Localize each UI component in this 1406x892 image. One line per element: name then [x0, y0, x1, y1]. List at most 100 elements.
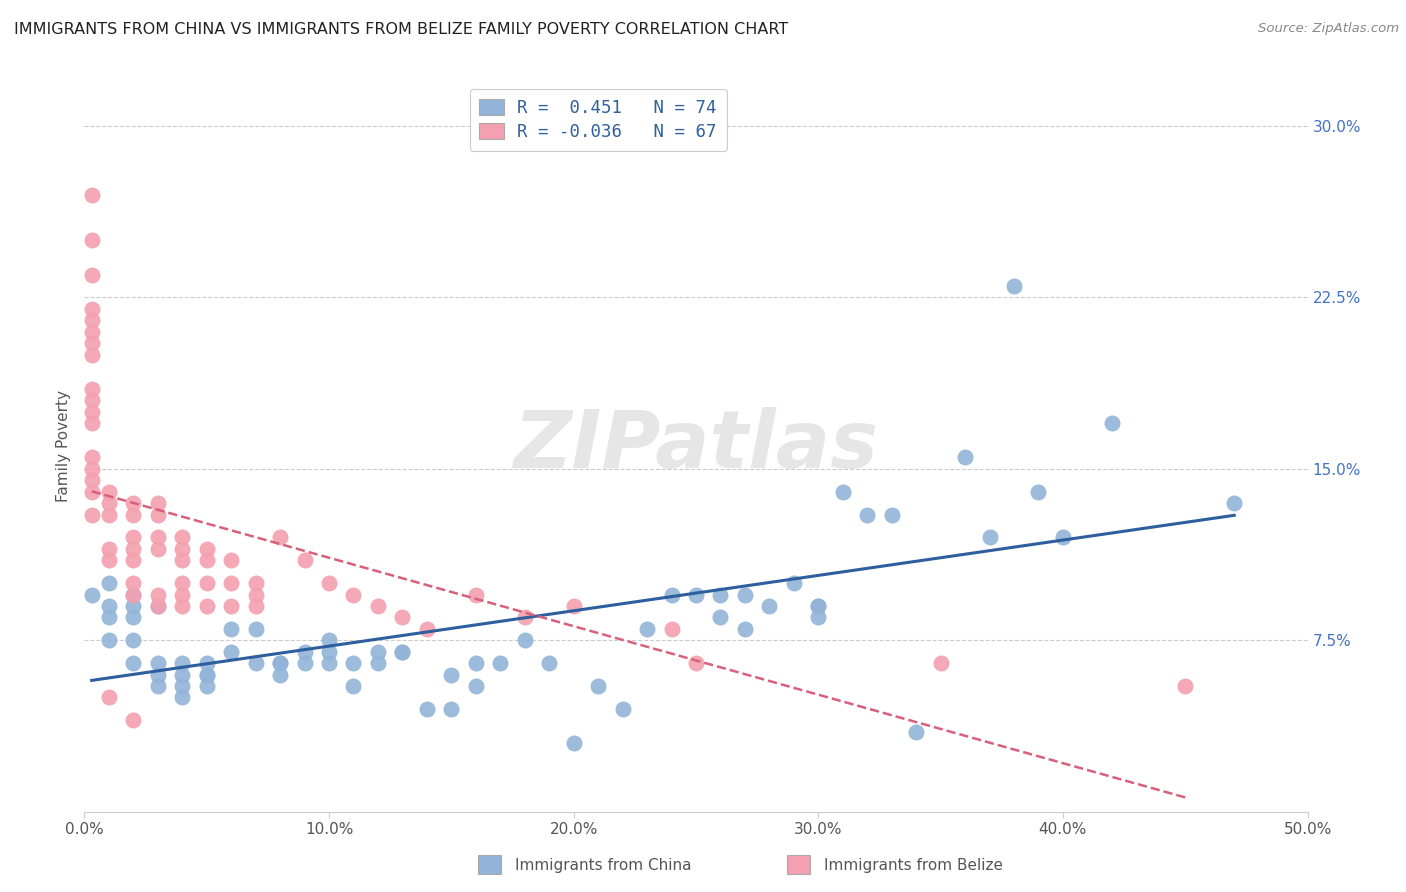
Point	[195, 576, 218, 591]
Point	[172, 530, 194, 544]
Point	[391, 645, 413, 659]
Point	[80, 393, 103, 408]
Point	[391, 645, 413, 659]
Point	[294, 645, 316, 659]
Point	[97, 541, 120, 556]
Point	[97, 690, 120, 705]
Point	[80, 416, 103, 430]
Point	[979, 530, 1001, 544]
Point	[172, 667, 194, 681]
Point	[172, 599, 194, 613]
Point	[294, 656, 316, 670]
Point	[97, 553, 120, 567]
Point	[758, 599, 780, 613]
Point	[97, 576, 120, 591]
Point	[195, 553, 218, 567]
Point	[97, 508, 120, 522]
Point	[146, 667, 169, 681]
Point	[318, 633, 340, 648]
Point	[172, 690, 194, 705]
Point	[513, 633, 536, 648]
Point	[122, 541, 145, 556]
Point	[80, 313, 103, 327]
Point	[636, 622, 658, 636]
Point	[80, 484, 103, 499]
Point	[146, 496, 169, 510]
Point	[685, 656, 707, 670]
Point	[489, 656, 512, 670]
Point	[219, 599, 242, 613]
Point	[562, 599, 585, 613]
Point	[1028, 484, 1050, 499]
Point	[318, 645, 340, 659]
Point	[122, 633, 145, 648]
Point	[97, 633, 120, 648]
Point	[245, 576, 267, 591]
Point	[146, 656, 169, 670]
Point	[367, 599, 389, 613]
Point	[172, 553, 194, 567]
Point	[80, 450, 103, 465]
Point	[245, 656, 267, 670]
Point	[122, 588, 145, 602]
Point	[367, 645, 389, 659]
Point	[562, 736, 585, 750]
Text: Source: ZipAtlas.com: Source: ZipAtlas.com	[1258, 22, 1399, 36]
Point	[416, 702, 439, 716]
Point	[219, 645, 242, 659]
Point	[195, 599, 218, 613]
Point	[440, 702, 463, 716]
Point	[80, 405, 103, 419]
Point	[464, 679, 486, 693]
Point	[342, 656, 364, 670]
Point	[146, 508, 169, 522]
Point	[219, 576, 242, 591]
Point	[1101, 416, 1123, 430]
Point	[219, 553, 242, 567]
Point	[172, 576, 194, 591]
Text: ZIPatlas: ZIPatlas	[513, 407, 879, 485]
Point	[80, 347, 103, 362]
Point	[1052, 530, 1074, 544]
Point	[831, 484, 853, 499]
Point	[97, 496, 120, 510]
Point	[905, 724, 928, 739]
Point	[97, 599, 120, 613]
Point	[269, 656, 291, 670]
Point	[122, 610, 145, 624]
Point	[195, 667, 218, 681]
Point	[612, 702, 634, 716]
Point	[318, 656, 340, 670]
Point	[318, 576, 340, 591]
Point	[807, 610, 830, 624]
Point	[880, 508, 903, 522]
Point	[464, 656, 486, 670]
Point	[807, 599, 830, 613]
Point	[269, 530, 291, 544]
Point	[342, 679, 364, 693]
Point	[146, 541, 169, 556]
Point	[122, 553, 145, 567]
Point	[661, 622, 683, 636]
Point	[1002, 279, 1025, 293]
Point	[80, 187, 103, 202]
Point	[80, 473, 103, 487]
Point	[122, 496, 145, 510]
Point	[245, 622, 267, 636]
Legend: R =  0.451   N = 74, R = -0.036   N = 67: R = 0.451 N = 74, R = -0.036 N = 67	[470, 89, 727, 151]
Point	[586, 679, 609, 693]
Point	[342, 588, 364, 602]
Point	[391, 610, 413, 624]
Point	[122, 530, 145, 544]
Point	[80, 508, 103, 522]
Point	[122, 576, 145, 591]
Point	[122, 599, 145, 613]
Point	[929, 656, 952, 670]
Point	[80, 325, 103, 339]
Point	[807, 599, 830, 613]
Point	[172, 679, 194, 693]
Point	[172, 588, 194, 602]
Point	[80, 588, 103, 602]
Point	[416, 622, 439, 636]
Y-axis label: Family Poverty: Family Poverty	[56, 390, 72, 502]
